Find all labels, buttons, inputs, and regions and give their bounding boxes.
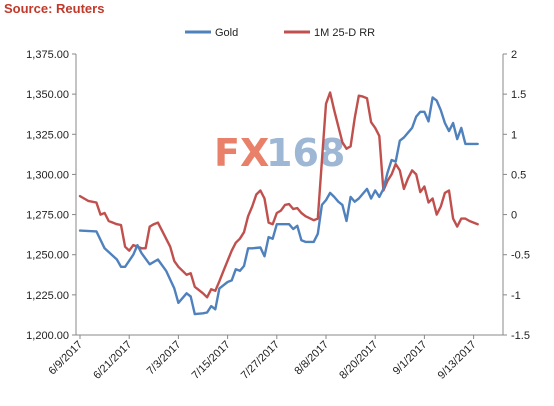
legend-label-rr: 1M 25-D RR bbox=[314, 27, 375, 39]
watermark-168: 168 bbox=[266, 131, 345, 175]
series-line-gold bbox=[78, 96, 479, 316]
left-tick-label: 1,350.00 bbox=[26, 89, 69, 101]
left-tick-label: 1,250.00 bbox=[26, 250, 69, 262]
x-tick-label: 7/27/2017 bbox=[239, 339, 282, 382]
right-tick-label: 2 bbox=[511, 49, 517, 61]
legend-label-gold: Gold bbox=[215, 27, 238, 39]
series-line-rr bbox=[78, 91, 479, 299]
right-tick-label: -1.5 bbox=[511, 330, 530, 342]
x-tick-label: 7/3/2017 bbox=[145, 339, 184, 378]
x-tick-label: 9/13/2017 bbox=[436, 339, 479, 382]
x-tick-label: 6/9/2017 bbox=[46, 339, 85, 378]
left-tick-label: 1,200.00 bbox=[26, 330, 69, 342]
right-tick-label: 1 bbox=[511, 129, 517, 141]
right-tick-label: -1 bbox=[511, 290, 521, 302]
watermark-fx: FX bbox=[214, 131, 269, 175]
left-tick-label: 1,275.00 bbox=[26, 210, 69, 222]
right-axis-ticks: -1.5 -1 -0.5 0 0.5 1 1.5 2 bbox=[503, 49, 530, 342]
right-tick-label: -0.5 bbox=[511, 250, 530, 262]
axes bbox=[75, 54, 504, 336]
right-tick-label: 0.5 bbox=[511, 169, 526, 181]
left-tick-label: 1,325.00 bbox=[26, 129, 69, 141]
watermark: FX 168 bbox=[214, 131, 345, 175]
x-tick-label: 7/15/2017 bbox=[190, 339, 233, 382]
series bbox=[78, 91, 479, 316]
x-tick-label: 9/1/2017 bbox=[391, 339, 430, 378]
x-axis-ticks: 6/9/2017 6/21/2017 7/3/2017 7/15/2017 7/27/2… bbox=[46, 335, 479, 382]
legend: Gold 1M 25-D RR bbox=[185, 27, 375, 39]
left-tick-label: 1,375.00 bbox=[26, 49, 69, 61]
x-tick-label: 8/20/2017 bbox=[337, 339, 380, 382]
right-tick-label: 0 bbox=[511, 210, 517, 222]
x-tick-label: 6/21/2017 bbox=[91, 339, 134, 382]
left-axis-ticks: 1,200.00 1,225.00 1,250.00 1,275.00 1,300.00… bbox=[26, 49, 76, 342]
left-tick-label: 1,225.00 bbox=[26, 290, 69, 302]
right-tick-label: 1.5 bbox=[511, 89, 526, 101]
x-tick-label: 8/8/2017 bbox=[292, 339, 331, 378]
source-label: Source: Reuters bbox=[4, 1, 104, 16]
left-tick-label: 1,300.00 bbox=[26, 169, 69, 181]
